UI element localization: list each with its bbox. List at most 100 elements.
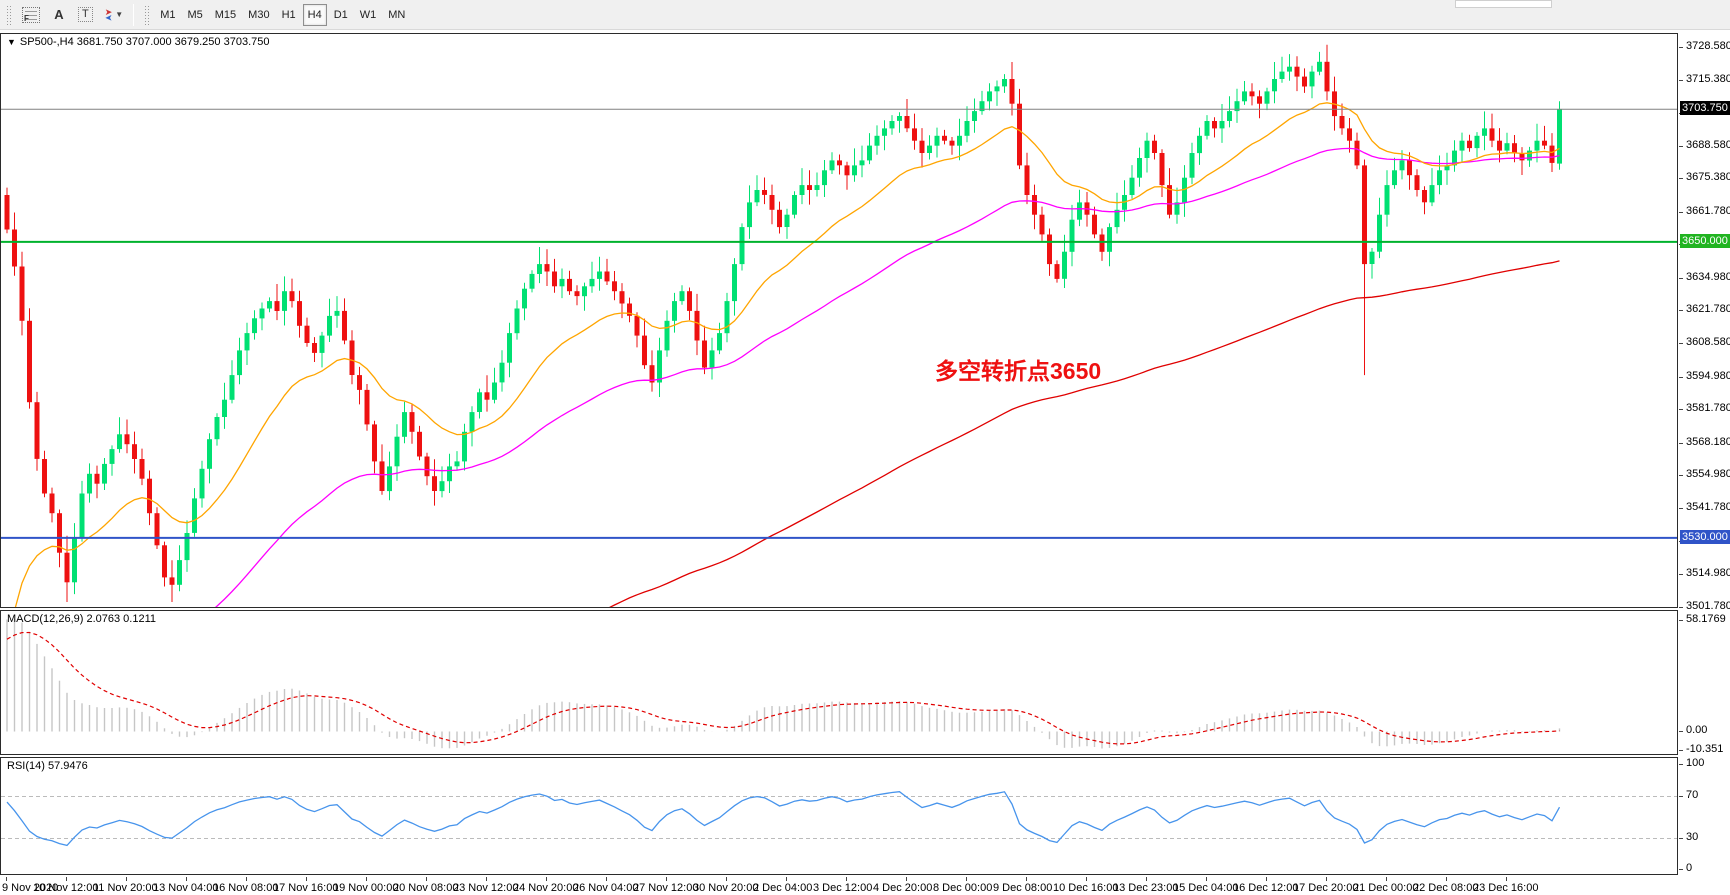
timeframe-h4-button[interactable]: H4 <box>302 3 327 26</box>
rsi-panel[interactable]: RSI(14) 57.9476 <box>0 757 1678 875</box>
price-tick: 3715.380 <box>1686 73 1730 85</box>
time-label: 21 Dec 00:00 <box>1353 882 1419 894</box>
price-tick-tick <box>1679 178 1683 179</box>
price-tick: 3728.580 <box>1686 40 1730 52</box>
fibonacci-icon: F <box>22 6 40 23</box>
timeframe-d1-button[interactable]: D1 <box>333 8 348 21</box>
rsi-tick: 30 <box>1686 831 1699 843</box>
time-tick <box>666 877 667 881</box>
timeframe-mn-button[interactable]: MN <box>388 8 406 21</box>
time-label: 24 Nov 20:00 <box>513 882 579 894</box>
price-tick: 3541.780 <box>1686 501 1730 513</box>
price-tick-tick <box>1679 574 1683 575</box>
price-tick: 3501.780 <box>1686 600 1730 612</box>
time-label: 10 Nov 12:00 <box>33 882 99 894</box>
price-tick-tick <box>1679 310 1683 311</box>
price-tick: 3688.580 <box>1686 139 1730 151</box>
time-tick <box>126 877 127 881</box>
price-tick: 3514.980 <box>1686 567 1730 579</box>
time-tick <box>546 877 547 881</box>
timeframe-m30-button[interactable]: M30 <box>248 8 270 21</box>
time-label: 2 Dec 04:00 <box>753 882 813 894</box>
annotation-text: 多空转折点3650 <box>935 358 1102 384</box>
rsi-tick: 100 <box>1686 757 1705 769</box>
price-tick-tick <box>1679 508 1683 509</box>
macd-label: MACD(12,26,9) 2.0763 0.1211 <box>7 613 156 625</box>
time-tick <box>906 877 907 881</box>
price-tick-tick <box>1679 146 1683 147</box>
timeframe-m15-button[interactable]: M15 <box>214 8 237 21</box>
time-label: 9 Nov 2020 <box>2 882 59 894</box>
time-tick <box>786 877 787 881</box>
time-tick <box>486 877 487 881</box>
price-tick: 3594.980 <box>1686 370 1730 382</box>
macd-tick: 58.1769 <box>1686 613 1726 625</box>
timeframe-m5-button[interactable]: M5 <box>187 8 203 21</box>
time-label: 16 Dec 12:00 <box>1233 882 1299 894</box>
time-label: 26 Nov 04:00 <box>573 882 639 894</box>
price-tick-tick <box>1679 475 1683 476</box>
time-label: 19 Nov 00:00 <box>333 882 399 894</box>
window-fragment <box>1455 0 1552 8</box>
time-label: 23 Nov 12:00 <box>453 882 519 894</box>
price-tick-tick <box>1679 409 1683 410</box>
time-label: 15 Dec 04:00 <box>1173 882 1239 894</box>
toolbar-drag-handle-2[interactable] <box>144 4 151 25</box>
timeframe-w1-button[interactable]: W1 <box>359 8 377 21</box>
time-label: 3 Dec 12:00 <box>813 882 873 894</box>
time-label: 11 Nov 20:00 <box>93 882 158 894</box>
time-tick <box>1086 877 1087 881</box>
time-tick <box>1386 877 1387 881</box>
main-chart-panel[interactable]: ▼ SP500-,H4 3681.750 3707.000 3679.250 37… <box>0 33 1678 608</box>
time-tick <box>1266 877 1267 881</box>
time-label: 17 Nov 16:00 <box>273 882 339 894</box>
macd-tick-tick <box>1679 620 1683 621</box>
time-label: 30 Nov 20:00 <box>693 882 759 894</box>
time-tick <box>1326 877 1327 881</box>
text-label-tool-button[interactable]: T <box>73 4 98 26</box>
price-tick: 3675.380 <box>1686 171 1730 183</box>
arrows-icon: ➤ ➤ <box>104 6 113 23</box>
macd-tick: -10.351 <box>1686 743 1724 755</box>
dropdown-caret-icon: ▼ <box>115 10 124 19</box>
time-tick <box>366 877 367 881</box>
rsi-tick: 70 <box>1686 789 1699 801</box>
time-tick <box>1506 877 1507 881</box>
rsi-tick-tick <box>1679 869 1683 870</box>
time-tick <box>6 877 7 881</box>
rsi-tick-tick <box>1679 838 1683 839</box>
price-tick: 3621.780 <box>1686 303 1730 315</box>
time-tick <box>246 877 247 881</box>
time-label: 22 Dec 08:00 <box>1413 882 1479 894</box>
macd-tick-tick <box>1679 750 1683 751</box>
arrows-tool-button[interactable]: ➤ ➤ ▼ <box>100 4 128 26</box>
rsi-tick: 0 <box>1686 862 1693 874</box>
price-tick-tick <box>1679 212 1683 213</box>
time-tick <box>1206 877 1207 881</box>
time-label: 17 Dec 20:00 <box>1293 882 1359 894</box>
time-tick <box>1446 877 1447 881</box>
time-axis[interactable]: 9 Nov 2020 10 Nov 12:00 11 Nov 20:00 13 Nov… <box>0 877 1678 895</box>
hline-price-flag: 3530.000 <box>1680 530 1730 544</box>
collapse-caret-icon[interactable]: ▼ <box>7 37 16 47</box>
rsi-label: RSI(14) 57.9476 <box>7 760 88 772</box>
macd-tick-tick <box>1679 731 1683 732</box>
price-tick-tick <box>1679 607 1683 608</box>
time-label: 23 Dec 16:00 <box>1473 882 1539 894</box>
toolbar-drag-handle[interactable] <box>6 4 12 25</box>
price-axis[interactable]: 3728.5803715.3803701.7803688.5803675.380… <box>1679 0 1730 895</box>
price-tick-tick <box>1679 343 1683 344</box>
timeframe-m1-button[interactable]: M1 <box>160 8 176 21</box>
toolbar-separator <box>133 3 135 26</box>
hline-price-flag: 3650.000 <box>1680 234 1730 248</box>
price-tick: 3608.580 <box>1686 336 1730 348</box>
toolbar: F A T ➤ ➤ ▼ M1 M5 M15 M30 H1 H4 D1 W1 MN <box>0 0 1730 30</box>
timeframe-h1-button[interactable]: H1 <box>281 8 296 21</box>
text-tool-button[interactable]: A <box>47 4 71 26</box>
fibonacci-tool-button[interactable]: F <box>17 4 45 26</box>
time-tick <box>306 877 307 881</box>
rsi-tick-tick <box>1679 764 1683 765</box>
price-tick: 3661.780 <box>1686 205 1730 217</box>
time-tick <box>966 877 967 881</box>
macd-panel[interactable]: MACD(12,26,9) 2.0763 0.1211 <box>0 610 1678 755</box>
